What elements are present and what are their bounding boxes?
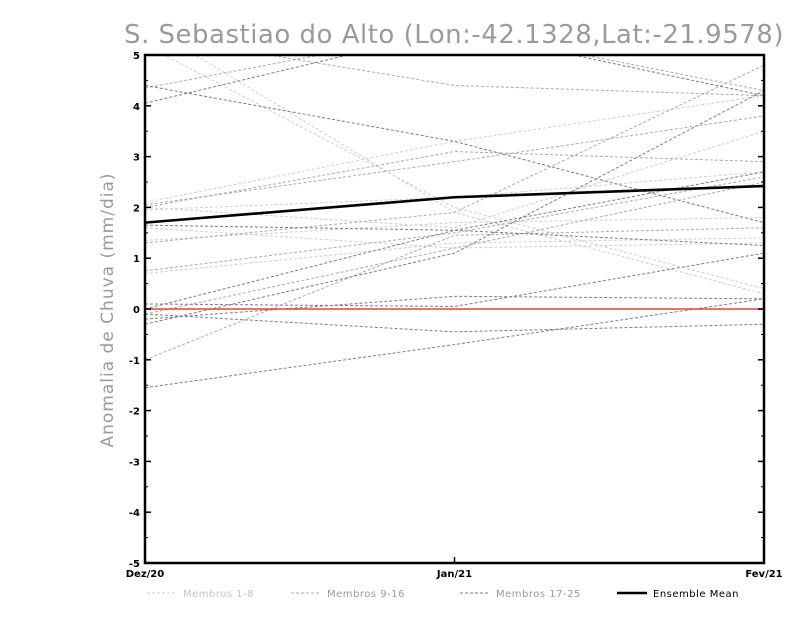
member-line-21 [145,90,764,325]
x-tick-label: Jan/21 [436,569,472,580]
member-line-24 [145,295,764,320]
y-axis-label: Anomalia de Chuva (mm/dia) [98,172,118,447]
y-tick-label: -1 [129,356,140,367]
member-line-10 [265,55,764,97]
legend: Membros 1-8 Membros 9-16 Membros 17-25 Ense… [147,589,739,600]
series-layer [145,55,764,389]
member-line-7 [145,237,764,274]
member-line-17 [145,55,764,104]
legend-label: Membros 17-25 [496,589,581,600]
y-tick-label: -2 [129,407,140,418]
chart-title: S. Sebastiao do Alto (Lon:-42.1328,Lat:-… [124,20,784,50]
x-tick-label: Dez/20 [126,569,165,580]
ensemble-mean-layer [145,184,764,224]
member-line-4 [145,171,764,211]
x-axis: Dez/20 Jan/21 Fev/21 [126,557,783,580]
legend-label: Ensemble Mean [653,589,739,600]
y-tick-label: 4 [133,102,140,113]
y-tick-label: -5 [129,559,140,570]
y-tick-label: -3 [129,457,140,468]
member-line-20 [145,171,764,310]
x-tick-label: Fev/21 [745,569,782,580]
member-line-13 [145,64,764,244]
member-line-3 [145,95,764,203]
y-tick-label: 0 [133,305,140,316]
member-line-5 [145,130,764,229]
member-line-18 [145,84,764,224]
legend-label: Membros 9-16 [327,589,405,600]
member-line-12 [145,151,764,208]
y-tick-label: 3 [133,153,140,164]
member-line-16 [145,227,764,361]
member-line-11 [145,115,764,206]
y-tick-label: 2 [133,203,140,214]
y-axis: -5 -4 -3 -2 -1 0 1 2 3 4 5 [129,51,764,570]
legend-label: Membros 1-8 [183,589,254,600]
member-line-23 [145,313,764,333]
y-tick-label: 5 [133,51,140,62]
member-line-15 [145,181,764,315]
ensemble-mean-line [145,184,764,224]
member-line-9 [145,55,764,92]
member-line-19 [145,224,764,246]
member-line-6 [145,217,764,241]
y-tick-label: 1 [133,254,140,265]
member-line-25 [145,298,764,389]
member-line-1 [163,55,764,290]
y-tick-label: -4 [129,508,140,519]
